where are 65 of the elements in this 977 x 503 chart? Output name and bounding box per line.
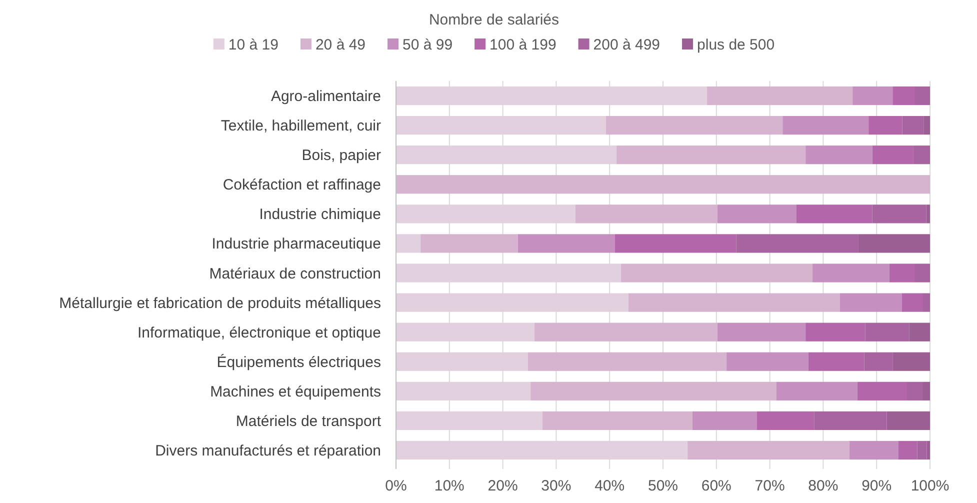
bar (606, 116, 783, 135)
bar (892, 352, 930, 371)
bar (396, 234, 421, 253)
x-tick-label: 40% (594, 477, 625, 494)
bar (852, 86, 893, 106)
bar (812, 264, 890, 282)
bar (530, 382, 776, 400)
bar (396, 175, 930, 194)
x-tick-label: 60% (701, 477, 732, 494)
legend-label: 10 à 19 (228, 36, 278, 54)
bar (840, 293, 902, 312)
legend-title: Nombre de salariés (428, 11, 560, 28)
x-tick-label: 30% (541, 477, 572, 494)
y-tick-label: Équipements électriques (216, 352, 381, 371)
y-tick-label: Informatique, électronique et optique (138, 324, 381, 342)
bar (534, 322, 718, 342)
bar (926, 440, 930, 460)
bar (909, 322, 930, 342)
bar (616, 146, 806, 164)
y-tick-label: Bois, papier (302, 147, 381, 164)
bar (782, 116, 869, 135)
bar (688, 440, 850, 460)
x-tick-label: 90% (862, 477, 892, 494)
x-tick-label: 20% (488, 477, 518, 494)
x-tick-label: 80% (808, 477, 838, 494)
y-tick-label: Textile, habillement, cuir (220, 118, 381, 135)
bar (776, 382, 858, 400)
legend-label: 200 à 499 (593, 36, 660, 54)
x-tick-label: 70% (754, 477, 785, 494)
bar (628, 293, 840, 312)
bar (717, 322, 806, 342)
y-tick-label: Agro-alimentaire (270, 88, 381, 106)
bar (575, 204, 718, 224)
y-tick-label: Matériaux de construction (209, 265, 381, 282)
bar (528, 352, 727, 371)
bar (518, 234, 615, 253)
bar (542, 411, 692, 430)
bar (620, 264, 813, 282)
y-tick-label: Matériels de transport (236, 412, 382, 430)
bar (858, 234, 930, 253)
bar (726, 352, 808, 371)
bar (922, 382, 930, 400)
bar (706, 86, 853, 106)
y-tick-label: Industrie chimique (259, 206, 381, 224)
legend-label: plus de 500 (697, 36, 775, 54)
x-tick-label: 0% (385, 477, 407, 494)
bar (886, 411, 930, 430)
bar (717, 204, 796, 224)
bar (849, 440, 898, 460)
y-tick-label: Industrie pharmaceutique (212, 236, 381, 253)
y-tick-label: Cokéfaction et raffinage (222, 176, 381, 194)
bar (806, 146, 872, 164)
legend-label: 50 à 99 (402, 36, 453, 54)
bar (926, 204, 930, 224)
x-tick-label: 10% (434, 477, 464, 494)
legend-label: 20 à 49 (315, 36, 366, 54)
bar (692, 411, 757, 430)
x-tick-label: 50% (648, 477, 678, 494)
bar (924, 116, 930, 135)
legend-label: 100 à 199 (490, 36, 556, 54)
y-tick-label: Divers manufacturés et réparation (155, 442, 381, 460)
y-tick-label: Métallurgie et fabrication de produits métalliques (59, 294, 381, 312)
x-tick-label: 100% (910, 477, 950, 494)
bar (420, 234, 518, 253)
y-tick-label: Machines et équipements (210, 383, 381, 400)
